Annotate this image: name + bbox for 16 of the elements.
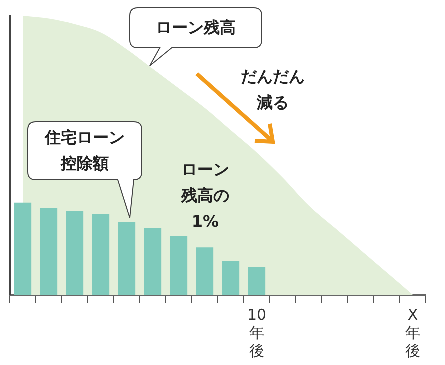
bar [248, 267, 266, 295]
bar [196, 248, 214, 295]
x-tick-label: X年後 [406, 306, 420, 360]
bar [40, 208, 58, 295]
bar [14, 202, 32, 295]
bar [144, 228, 162, 295]
bar [66, 211, 84, 295]
annotation: ローン残高の1% [180, 159, 230, 233]
series-label: ローン残高 [155, 17, 237, 39]
bar [118, 222, 136, 295]
bar [92, 214, 110, 295]
annotation: だんだん減る [240, 66, 306, 114]
x-tick-label: 10年後 [247, 306, 267, 360]
bar [170, 236, 188, 295]
annotation: 住宅ローン控除額 [44, 127, 126, 175]
bar [222, 262, 240, 295]
